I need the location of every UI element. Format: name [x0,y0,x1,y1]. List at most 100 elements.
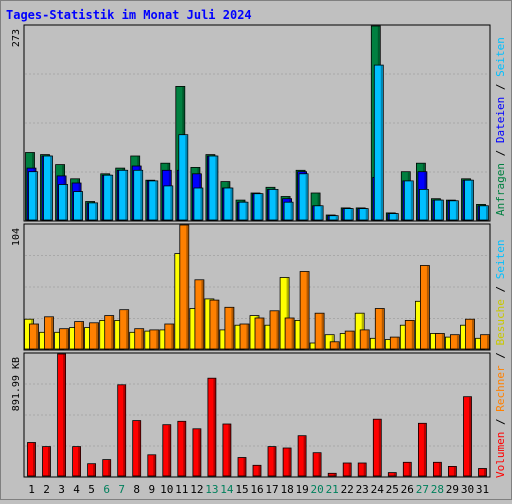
bar-shadow [318,453,321,476]
bar-rechner-day-5 [89,322,99,350]
bar-shadow [273,447,276,476]
bar-shadow [395,214,398,220]
bar-shadow [96,323,99,349]
bar-rechner-day-3 [59,328,69,350]
bar-seiten-day-13 [208,155,219,221]
bar-rechner-day-1 [29,323,39,350]
bar-shadow [213,378,216,476]
bar-rechner-day-10 [164,323,175,350]
x-tick-label: 17 [265,483,278,496]
bar-rechner-day-22 [344,330,355,350]
bar-shadow [153,455,156,476]
x-tick-label: 7 [118,483,125,496]
bar-rechner-day-11 [179,224,190,350]
bar-seiten-day-23 [358,208,369,221]
x-tick-label: 3 [58,483,65,496]
panel-requests: 273 [11,24,491,222]
bar-shadow [363,463,366,476]
bar-rechner-day-13 [209,299,220,350]
bar-seiten-day-11 [178,134,189,221]
bar-seiten-day-2 [43,155,53,221]
bar-shadow [125,170,128,220]
bar-shadow [201,280,204,349]
x-tick-label: 4 [73,483,80,496]
bar-seiten-day-29 [448,200,459,221]
legend-separator: / [494,346,507,366]
bar-rechner-day-30 [465,318,475,350]
bar-rechner-day-27 [419,265,430,350]
bar-seiten-day-16 [253,193,264,221]
legend-anfragen: Anfragen [494,163,507,216]
x-tick-label: 20 [310,483,323,496]
bar-shadow [93,464,96,476]
bar-volumen-day-14 [222,423,232,477]
bar-rechner-day-25 [389,336,400,350]
bar-seiten-day-3 [58,184,68,221]
x-tick-label: 13 [205,483,218,496]
x-tick-label: 22 [341,483,354,496]
panel-visits: 104 [11,223,491,351]
bar-volumen-day-22 [342,462,352,477]
x-tick-label: 27 [416,483,429,496]
bar-rechner-day-19 [299,271,310,350]
bar-shadow [471,180,473,220]
bar-seiten-day-28 [433,199,444,221]
bar-shadow [111,316,114,349]
bar-shadow [230,188,233,220]
bar-rechner-day-24 [374,308,385,350]
bar-rechner-day-21 [329,341,340,350]
bar-rechner-day-9 [149,329,160,350]
bar-shadow [350,209,353,220]
bar-rechner-day-23 [359,329,370,350]
bar-shadow [425,189,428,220]
x-tick-label: 11 [175,483,188,496]
bar-seiten-day-6 [103,174,114,221]
bar-shadow [126,310,129,349]
bar-shadow [123,385,126,476]
x-tick-label: 15 [235,483,248,496]
bar-seiten-day-5 [88,202,98,221]
legend-seiten: Seiten [494,37,507,77]
bar-shadow [380,65,383,220]
x-tick-label: 18 [280,483,293,496]
bar-shadow [141,329,144,349]
bar-shadow [423,423,426,476]
legend-separator: / [494,279,507,299]
bar-shadow [455,201,458,220]
legend-rechner: Rechner [494,365,507,412]
bar-shadow [36,324,38,349]
bar-rechner-day-29 [449,334,460,350]
bar-volumen-day-24 [372,418,382,477]
bar-volumen-day-5 [87,463,96,477]
legend-separator: / [494,77,507,97]
x-tick-label: 14 [220,483,234,496]
bar-rechner-day-6 [104,315,115,350]
bar-volumen-day-1 [27,442,36,477]
bar-besuche-day-18 [279,277,290,350]
bar-volumen-day-17 [267,446,277,477]
x-tick-label: 2 [43,483,50,496]
bar-volumen-day-26 [402,461,412,477]
x-tick-label: 29 [446,483,459,496]
bar-shadow [290,202,293,220]
bar-shadow [200,188,203,220]
legend-dateien: Dateien [494,97,507,143]
x-tick-label: 25 [386,483,399,496]
bar-seiten-day-14 [223,187,234,221]
bar-seiten-day-27 [418,188,429,221]
bar-shadow [291,318,294,349]
bar-rechner-day-20 [314,312,325,350]
bar-shadow [487,335,489,349]
bar-shadow [381,309,384,349]
bar-shadow [258,465,261,476]
bar-shadow [348,463,351,476]
bar-shadow [246,324,249,349]
bar-seiten-day-12 [193,187,204,221]
bar-volumen-day-18 [282,447,292,477]
bar-shadow [231,307,234,349]
bar-shadow [408,462,411,476]
bar-seiten-day-20 [313,205,324,221]
bar-rechner-day-17 [269,310,280,350]
x-tick-label: 8 [133,483,140,496]
